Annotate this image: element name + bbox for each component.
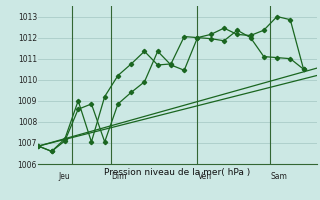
Text: Dim: Dim: [111, 172, 127, 181]
X-axis label: Pression niveau de la mer( hPa ): Pression niveau de la mer( hPa ): [104, 168, 251, 177]
Text: Jeu: Jeu: [58, 172, 70, 181]
Text: Sam: Sam: [270, 172, 287, 181]
Text: Ven: Ven: [197, 172, 212, 181]
